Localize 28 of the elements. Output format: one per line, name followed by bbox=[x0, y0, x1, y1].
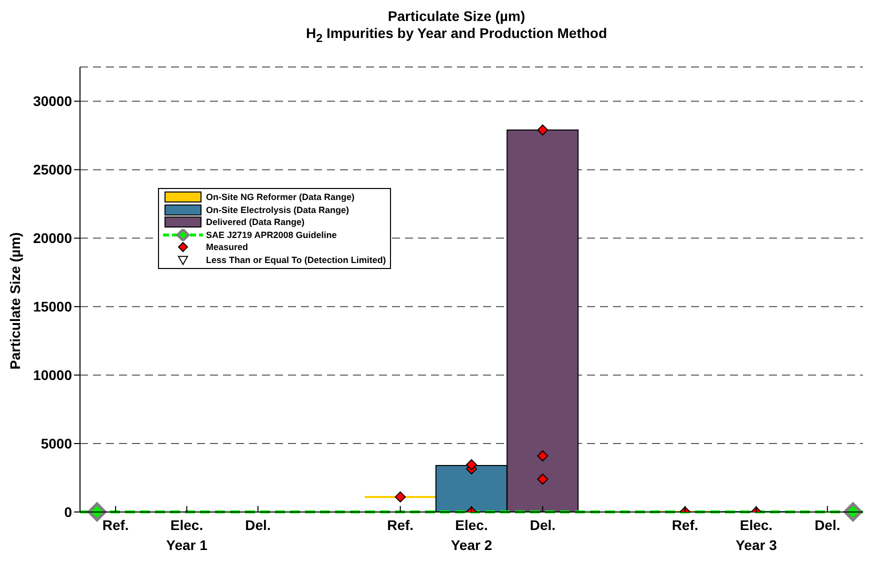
y-tick-label: 0 bbox=[64, 504, 72, 520]
x-tick-label: Ref. bbox=[387, 516, 414, 533]
y-tick-label: 15000 bbox=[33, 298, 72, 314]
x-tick-label: Elec. bbox=[170, 516, 204, 533]
text: Year 3 bbox=[736, 536, 778, 553]
text: Year 1 bbox=[166, 536, 208, 553]
x-tick-label: Del. bbox=[530, 516, 556, 533]
legend-label: Measured bbox=[206, 242, 248, 252]
legend-label: Less Than or Equal To (Detection Limited) bbox=[206, 254, 386, 265]
legend-label: On-Site NG Reformer (Data Range) bbox=[206, 192, 355, 202]
legend-label: On-Site Electrolysis (Data Range) bbox=[206, 204, 350, 215]
y-tick-label: 30000 bbox=[33, 93, 72, 109]
y-tick-label: 20000 bbox=[33, 230, 72, 246]
y-tick-label: 5000 bbox=[40, 435, 72, 452]
x-tick-label: Del. bbox=[245, 516, 271, 533]
y-tick-label: 10000 bbox=[33, 366, 72, 383]
x-tick-label: Del. bbox=[814, 516, 840, 533]
text: Year 2 bbox=[450, 536, 492, 553]
x-tick-label: Elec. bbox=[455, 516, 488, 533]
y-axis-title: Particulate Size (µm) bbox=[6, 232, 23, 370]
chart-title: Particulate Size (µm) bbox=[386, 8, 526, 25]
legend-label: SAE J2719 APR2008 Guideline bbox=[206, 230, 337, 240]
x-tick-label: Elec. bbox=[740, 516, 773, 533]
x-tick-label: Ref. bbox=[672, 516, 698, 533]
y-tick-label: 25000 bbox=[33, 161, 72, 178]
chart-subtitle: H$_{2}$ Impurities by Year and Production Method bbox=[304, 25, 608, 47]
x-tick-label: Ref. bbox=[102, 516, 129, 533]
legend-label: Delivered (Data Range) bbox=[206, 217, 305, 228]
